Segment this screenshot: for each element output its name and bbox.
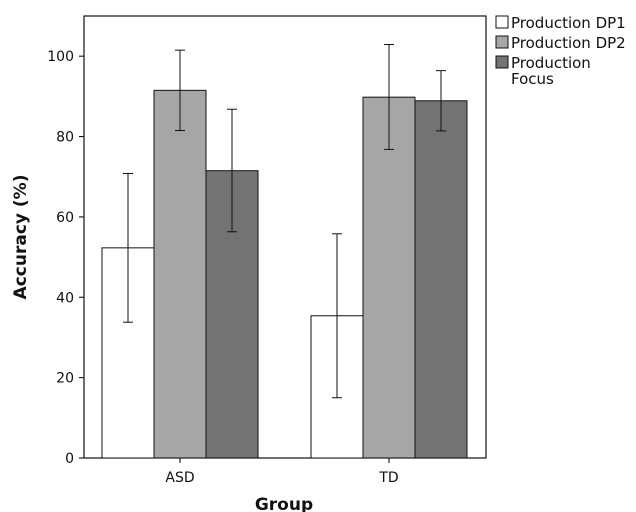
legend-label: Production DP1 — [511, 14, 626, 32]
x-axis-title: Group — [255, 495, 313, 512]
bar — [205, 170, 259, 459]
bar — [414, 100, 468, 459]
y-axis-tick-label: 100 — [47, 49, 74, 65]
x-axis-tick-label: ASD — [165, 470, 194, 486]
y-axis-tick-label: 60 — [56, 210, 74, 226]
y-axis-tick-label: 20 — [56, 371, 74, 387]
legend-label: Production DP2 — [511, 34, 626, 52]
y-axis-tick-label: 80 — [56, 130, 74, 146]
legend-label: Production Focus — [511, 54, 591, 88]
y-axis-title: Accuracy (%) — [11, 175, 31, 300]
bar — [153, 89, 207, 459]
x-axis-tick-label: TD — [378, 470, 398, 486]
y-axis-tick-label: 40 — [56, 290, 74, 306]
legend-swatch — [495, 15, 509, 29]
bar — [362, 96, 416, 459]
y-axis-tick-label: 0 — [65, 451, 74, 467]
legend-swatch — [495, 55, 509, 69]
legend-swatch — [495, 35, 509, 49]
